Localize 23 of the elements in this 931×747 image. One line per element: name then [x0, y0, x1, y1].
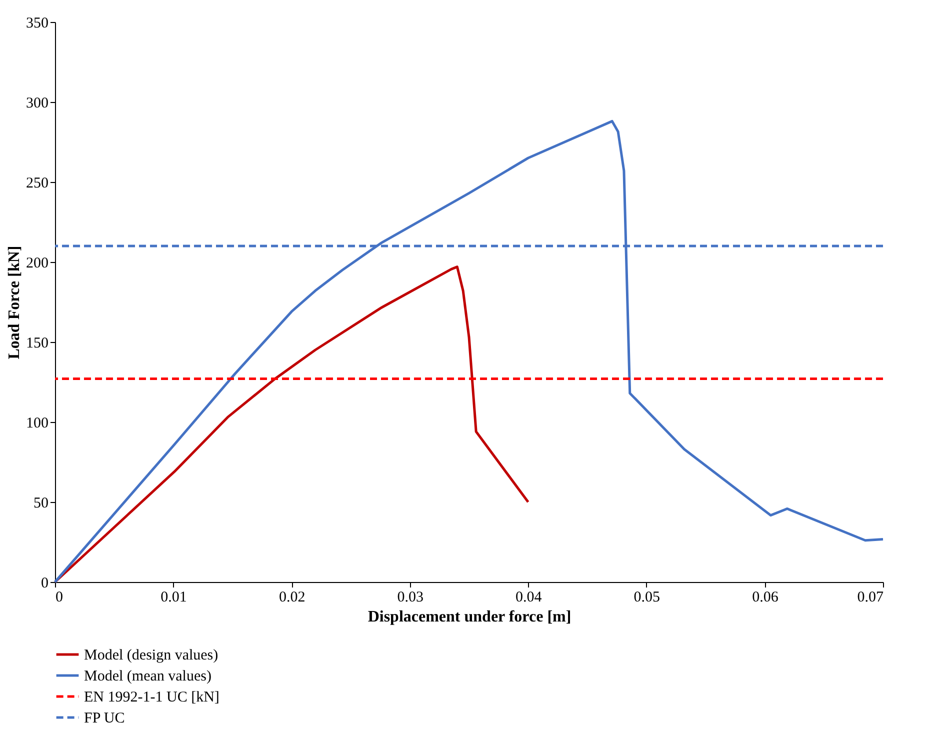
x-tick-label: 0.02	[278, 590, 306, 606]
x-axis-title: Displacement under force [m]	[368, 608, 572, 626]
y-tick-label: 50	[34, 496, 48, 512]
legend-label: EN 1992-1-1 UC [kN]	[84, 690, 220, 706]
legend-label: Model (mean values)	[84, 668, 212, 684]
x-tick-label: 0.05	[634, 590, 660, 606]
legend-label: FP UC	[84, 710, 125, 726]
y-axis-title: Load Force [kN]	[6, 246, 23, 360]
y-tick-label: 100	[26, 416, 48, 432]
x-tick-label: 0.06	[752, 590, 779, 606]
x-tick-label: 0.04	[516, 590, 542, 606]
x-tick-label: 0	[56, 590, 63, 606]
y-tick-label: 0	[41, 576, 48, 592]
y-tick-label: 200	[26, 256, 48, 272]
y-tick-label: 350	[26, 16, 48, 32]
y-tick-label: 250	[26, 176, 48, 192]
x-tick-label: 0.03	[397, 590, 424, 606]
line-series	[54, 266, 530, 584]
x-tick-label: 0.01	[160, 590, 187, 606]
y-tick-label: 300	[26, 96, 48, 112]
y-tick-label: 150	[26, 336, 48, 352]
legend-label: Model (design values)	[84, 648, 218, 664]
x-tick-label: 0.07	[857, 590, 884, 606]
